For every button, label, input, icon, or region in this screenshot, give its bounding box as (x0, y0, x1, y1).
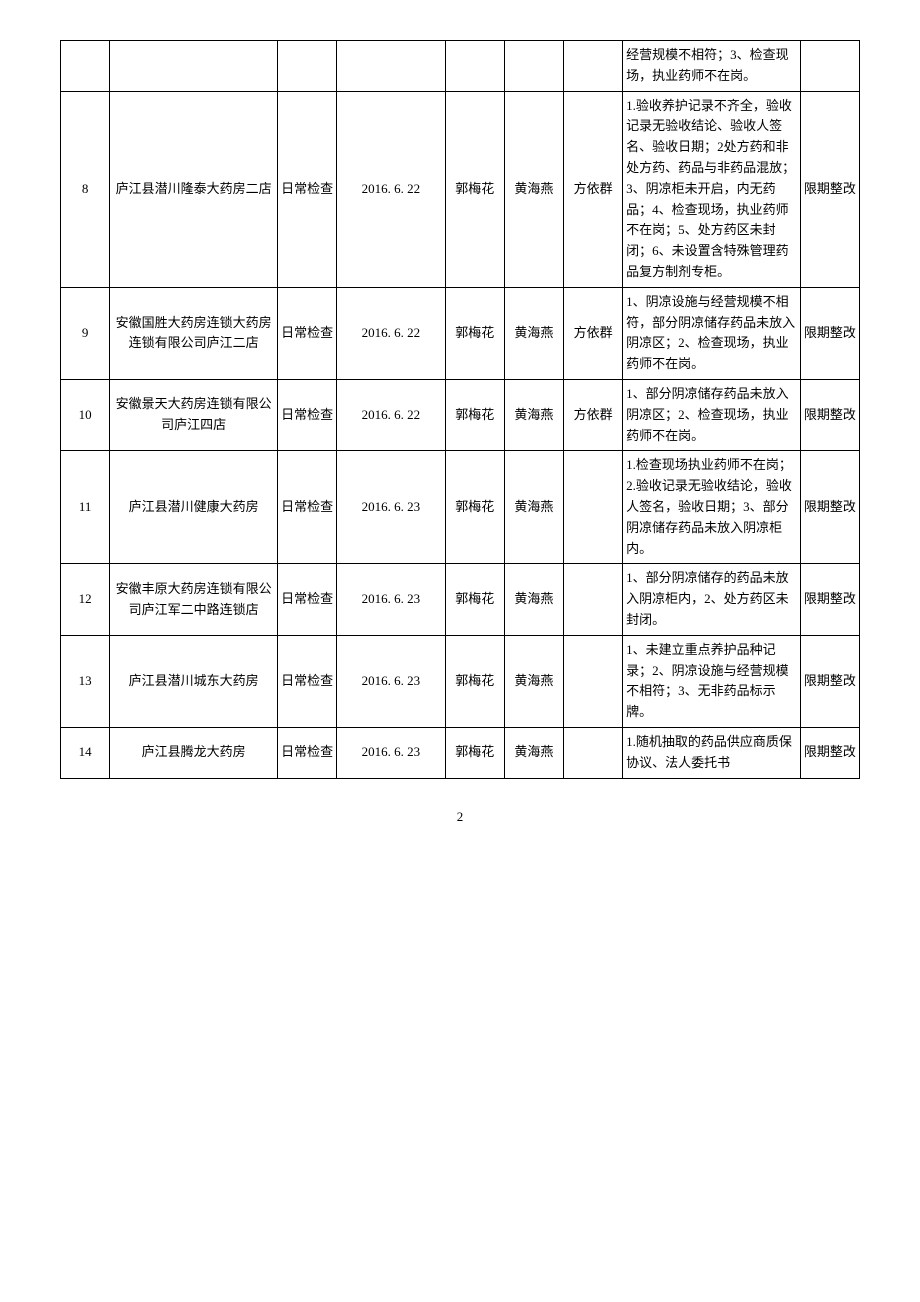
cell-p2: 黄海燕 (504, 91, 563, 287)
cell-p1: 郭梅花 (445, 287, 504, 379)
cell-name: 安徽丰原大药房连锁有限公司庐江军二中路连锁店 (110, 564, 278, 635)
cell-p2: 黄海燕 (504, 287, 563, 379)
cell-p3: 方依群 (563, 287, 622, 379)
cell-result: 限期整改 (800, 379, 859, 450)
cell-date: 2016. 6. 23 (337, 564, 445, 635)
cell-num: 10 (61, 379, 110, 450)
cell-findings: 1.验收养护记录不齐全，验收记录无验收结论、验收人签名、验收日期；2处方药和非处… (623, 91, 801, 287)
cell-date (337, 41, 445, 92)
cell-date: 2016. 6. 23 (337, 727, 445, 778)
cell-p1: 郭梅花 (445, 635, 504, 727)
cell-findings: 1、阴凉设施与经营规模不相符，部分阴凉储存药品未放入阴凉区；2、检查现场，执业药… (623, 287, 801, 379)
cell-date: 2016. 6. 23 (337, 451, 445, 564)
cell-result: 限期整改 (800, 635, 859, 727)
cell-p3 (563, 41, 622, 92)
cell-name (110, 41, 278, 92)
cell-p1 (445, 41, 504, 92)
cell-p2: 黄海燕 (504, 379, 563, 450)
cell-type: 日常检查 (277, 564, 336, 635)
cell-num: 13 (61, 635, 110, 727)
cell-p1: 郭梅花 (445, 727, 504, 778)
cell-result: 限期整改 (800, 451, 859, 564)
cell-num: 14 (61, 727, 110, 778)
cell-p2: 黄海燕 (504, 727, 563, 778)
cell-findings: 经营规模不相符；3、检查现场，执业药师不在岗。 (623, 41, 801, 92)
cell-p1: 郭梅花 (445, 379, 504, 450)
cell-name: 安徽景天大药房连锁有限公司庐江四店 (110, 379, 278, 450)
table-row: 13庐江县潜川城东大药房日常检查2016. 6. 23郭梅花黄海燕 1、未建立重点… (61, 635, 860, 727)
cell-name: 庐江县腾龙大药房 (110, 727, 278, 778)
page-number: 2 (60, 809, 860, 825)
cell-name: 庐江县潜川城东大药房 (110, 635, 278, 727)
cell-date: 2016. 6. 22 (337, 287, 445, 379)
cell-num (61, 41, 110, 92)
cell-type: 日常检查 (277, 451, 336, 564)
cell-num: 9 (61, 287, 110, 379)
cell-p3 (563, 451, 622, 564)
cell-date: 2016. 6. 22 (337, 91, 445, 287)
cell-result: 限期整改 (800, 727, 859, 778)
cell-num: 8 (61, 91, 110, 287)
table-row: 9安徽国胜大药房连锁大药房连锁有限公司庐江二店日常检查2016. 6. 22郭梅… (61, 287, 860, 379)
table-row: 11庐江县潜川健康大药房日常检查2016. 6. 23郭梅花黄海燕 1.检查现场执… (61, 451, 860, 564)
table-row: 12安徽丰原大药房连锁有限公司庐江军二中路连锁店日常检查2016. 6. 23郭… (61, 564, 860, 635)
cell-findings: 1、部分阴凉储存药品未放入阴凉区；2、检查现场，执业药师不在岗。 (623, 379, 801, 450)
cell-name: 庐江县潜川隆泰大药房二店 (110, 91, 278, 287)
cell-num: 12 (61, 564, 110, 635)
cell-type: 日常检查 (277, 287, 336, 379)
cell-p3 (563, 564, 622, 635)
cell-p3 (563, 635, 622, 727)
table-row: 经营规模不相符；3、检查现场，执业药师不在岗。 (61, 41, 860, 92)
cell-type: 日常检查 (277, 635, 336, 727)
cell-result: 限期整改 (800, 91, 859, 287)
cell-findings: 1、未建立重点养护品种记录；2、阴凉设施与经营规模不相符；3、无非药品标示牌。 (623, 635, 801, 727)
cell-p1: 郭梅花 (445, 564, 504, 635)
cell-findings: 1、部分阴凉储存的药品未放入阴凉柜内，2、处方药区未封闭。 (623, 564, 801, 635)
cell-p1: 郭梅花 (445, 451, 504, 564)
table-row: 8庐江县潜川隆泰大药房二店日常检查2016. 6. 22郭梅花黄海燕方依群1.验… (61, 91, 860, 287)
cell-date: 2016. 6. 22 (337, 379, 445, 450)
cell-p3: 方依群 (563, 91, 622, 287)
cell-name: 庐江县潜川健康大药房 (110, 451, 278, 564)
table-row: 10安徽景天大药房连锁有限公司庐江四店日常检查2016. 6. 22郭梅花黄海燕… (61, 379, 860, 450)
cell-result: 限期整改 (800, 287, 859, 379)
cell-p3 (563, 727, 622, 778)
cell-date: 2016. 6. 23 (337, 635, 445, 727)
cell-p2: 黄海燕 (504, 564, 563, 635)
cell-type (277, 41, 336, 92)
cell-type: 日常检查 (277, 379, 336, 450)
cell-findings: 1.检查现场执业药师不在岗；2.验收记录无验收结论，验收人签名，验收日期；3、部… (623, 451, 801, 564)
cell-type: 日常检查 (277, 727, 336, 778)
cell-p2 (504, 41, 563, 92)
table-row: 14庐江县腾龙大药房日常检查2016. 6. 23郭梅花黄海燕 1.随机抽取的药品… (61, 727, 860, 778)
cell-p1: 郭梅花 (445, 91, 504, 287)
cell-name: 安徽国胜大药房连锁大药房连锁有限公司庐江二店 (110, 287, 278, 379)
cell-findings: 1.随机抽取的药品供应商质保协议、法人委托书 (623, 727, 801, 778)
cell-num: 11 (61, 451, 110, 564)
cell-result (800, 41, 859, 92)
cell-type: 日常检查 (277, 91, 336, 287)
cell-result: 限期整改 (800, 564, 859, 635)
cell-p2: 黄海燕 (504, 635, 563, 727)
inspection-table: 经营规模不相符；3、检查现场，执业药师不在岗。8庐江县潜川隆泰大药房二店日常检查… (60, 40, 860, 779)
cell-p3: 方依群 (563, 379, 622, 450)
cell-p2: 黄海燕 (504, 451, 563, 564)
